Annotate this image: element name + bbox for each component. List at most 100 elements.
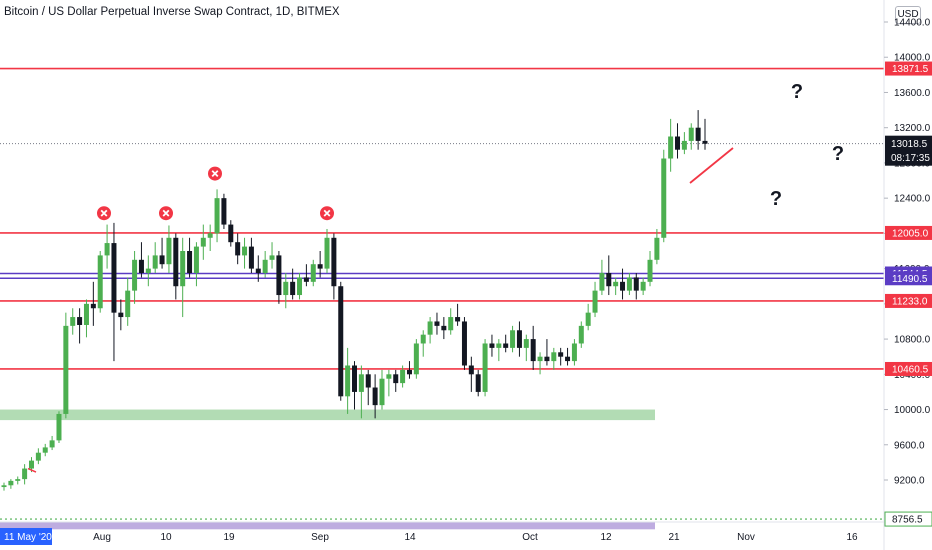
candle[interactable] (303, 264, 309, 287)
candle[interactable] (118, 299, 124, 331)
candle[interactable] (475, 369, 481, 397)
candle[interactable] (132, 251, 138, 304)
candle[interactable] (173, 233, 179, 300)
candle[interactable] (372, 374, 378, 419)
candle[interactable] (83, 299, 89, 338)
candle[interactable] (138, 242, 144, 278)
candle[interactable] (358, 365, 364, 419)
candle[interactable] (242, 237, 248, 269)
candle[interactable] (49, 435, 55, 451)
candle[interactable] (365, 369, 371, 406)
candle[interactable] (400, 365, 406, 388)
candle[interactable] (331, 233, 337, 300)
candle[interactable] (193, 242, 199, 287)
trend-line[interactable] (689, 147, 734, 184)
candle[interactable] (104, 224, 110, 269)
candle[interactable] (77, 308, 83, 344)
candle[interactable] (599, 259, 605, 296)
candle[interactable] (468, 356, 474, 392)
candle[interactable] (352, 361, 357, 410)
candle[interactable] (56, 411, 62, 444)
candle[interactable] (63, 312, 69, 419)
candle[interactable] (283, 273, 289, 309)
candle[interactable] (633, 273, 639, 300)
candle[interactable] (35, 448, 41, 465)
candle[interactable] (310, 259, 316, 287)
candle[interactable] (152, 242, 158, 274)
candle[interactable] (565, 347, 571, 366)
candle[interactable] (523, 334, 529, 362)
candle[interactable] (530, 325, 536, 370)
candle[interactable] (207, 224, 213, 251)
candle[interactable] (661, 149, 667, 243)
candle[interactable] (42, 443, 48, 457)
candle[interactable] (585, 303, 591, 331)
candle[interactable] (345, 347, 351, 414)
candle[interactable] (571, 339, 577, 366)
candle[interactable] (455, 303, 461, 326)
currency-selector[interactable]: USD (895, 6, 921, 24)
candle[interactable] (592, 281, 598, 318)
candle[interactable] (544, 339, 550, 366)
candle[interactable] (214, 189, 220, 243)
candle[interactable] (434, 312, 440, 335)
candle[interactable] (338, 281, 344, 401)
candle[interactable] (654, 228, 660, 265)
candle[interactable] (441, 317, 447, 340)
candle[interactable] (578, 321, 584, 348)
candle[interactable] (558, 347, 564, 366)
candle[interactable] (688, 123, 694, 150)
candle[interactable] (510, 325, 516, 353)
candle[interactable] (248, 237, 254, 274)
candle[interactable] (317, 251, 323, 278)
candle[interactable] (606, 255, 612, 296)
candle[interactable] (393, 369, 399, 392)
candle[interactable] (461, 317, 467, 370)
candle[interactable] (228, 220, 234, 247)
candle[interactable] (8, 479, 14, 489)
candle[interactable] (420, 330, 426, 357)
candle[interactable] (269, 242, 275, 269)
candle[interactable] (379, 369, 385, 410)
candle[interactable] (166, 225, 172, 274)
candle[interactable] (276, 251, 282, 304)
candle[interactable] (15, 476, 21, 485)
candle[interactable] (647, 251, 653, 287)
candle[interactable] (22, 464, 28, 485)
candle[interactable] (200, 224, 206, 260)
candle[interactable] (675, 123, 681, 159)
candle[interactable] (626, 273, 632, 296)
candle[interactable] (290, 268, 296, 300)
candle[interactable] (551, 347, 557, 370)
candle[interactable] (262, 251, 268, 278)
candle[interactable] (668, 118, 674, 172)
candle[interactable] (324, 228, 330, 274)
candle[interactable] (221, 193, 227, 229)
candle[interactable] (702, 118, 708, 150)
candle[interactable] (640, 277, 646, 296)
candle[interactable] (145, 255, 151, 287)
candle[interactable] (448, 308, 454, 335)
candle[interactable] (235, 233, 241, 265)
candle[interactable] (386, 369, 392, 397)
candle[interactable] (159, 237, 165, 269)
candle[interactable] (620, 268, 626, 300)
candle[interactable] (489, 334, 495, 357)
candle[interactable] (180, 237, 186, 318)
candle[interactable] (297, 273, 303, 300)
candle[interactable] (125, 277, 131, 326)
candle[interactable] (613, 277, 619, 296)
candle[interactable] (111, 222, 117, 362)
candle[interactable] (187, 237, 193, 278)
candle[interactable] (503, 334, 509, 353)
candle[interactable] (1, 482, 7, 491)
candle[interactable] (482, 339, 488, 397)
candle[interactable] (70, 308, 76, 335)
candle[interactable] (496, 339, 502, 362)
candle[interactable] (516, 321, 522, 357)
candle[interactable] (537, 352, 543, 375)
candle[interactable] (695, 110, 701, 150)
candle[interactable] (406, 361, 412, 379)
candle[interactable] (90, 281, 96, 326)
